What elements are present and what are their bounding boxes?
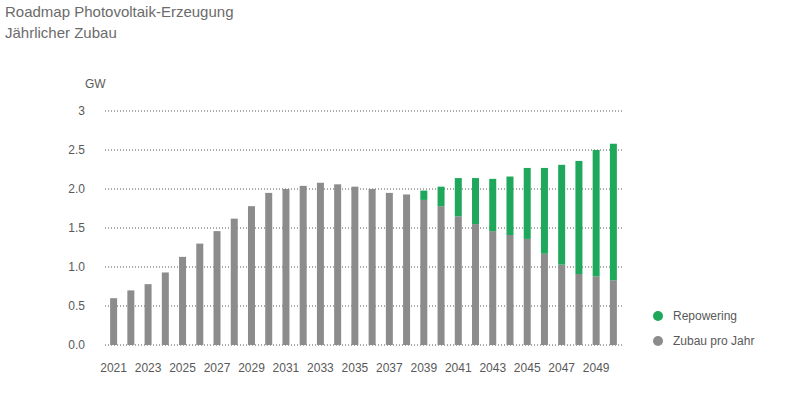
bar — [265, 192, 272, 193]
bar — [300, 186, 307, 345]
bar — [541, 254, 548, 345]
x-tick-label: 2023 — [135, 361, 162, 375]
bar — [162, 272, 169, 273]
bar — [455, 216, 462, 345]
bar — [351, 186, 358, 187]
y-tick-label: 3 — [78, 104, 85, 118]
y-axis-label: GW — [85, 77, 106, 91]
bar — [145, 284, 152, 345]
bar — [231, 218, 238, 219]
bar — [420, 191, 427, 200]
bar — [541, 168, 548, 254]
y-tick-label: 1.5 — [68, 221, 85, 235]
bar — [506, 177, 513, 236]
bar — [351, 187, 358, 345]
legend-marker — [653, 336, 663, 346]
title: Roadmap Photovoltaik-Erzeugung — [5, 3, 233, 20]
x-tick-label: 2037 — [376, 361, 403, 375]
bar — [145, 284, 152, 285]
bar — [282, 189, 289, 345]
x-tick-label: 2035 — [342, 361, 369, 375]
x-tick-label: 2047 — [548, 361, 575, 375]
x-tick-label: 2029 — [238, 361, 265, 375]
bar — [317, 182, 324, 183]
bar — [438, 187, 445, 207]
bar — [162, 272, 169, 345]
bar — [196, 244, 203, 345]
bar — [455, 178, 462, 216]
x-tick-label: 2039 — [410, 361, 437, 375]
bar — [524, 168, 531, 239]
bar — [472, 224, 479, 345]
bars — [110, 144, 617, 345]
x-tick-label: 2043 — [479, 361, 506, 375]
bar — [420, 200, 427, 345]
bar — [386, 193, 393, 345]
bar — [248, 206, 255, 345]
legend-marker — [653, 311, 663, 321]
bar — [282, 189, 289, 190]
bar — [403, 194, 410, 345]
x-tick-label: 2041 — [445, 361, 472, 375]
legend-label: Zubau pro Jahr — [673, 334, 754, 348]
y-tick-label: 1.0 — [68, 260, 85, 274]
bar — [334, 184, 341, 345]
bar — [110, 298, 117, 299]
bar — [110, 298, 117, 345]
x-tick-label: 2031 — [273, 361, 300, 375]
grid-line — [105, 111, 622, 112]
bar — [593, 276, 600, 345]
bar — [403, 194, 410, 195]
bar — [214, 231, 221, 232]
legend-label: Repowering — [673, 309, 737, 323]
y-tick-label: 2.0 — [68, 182, 85, 196]
x-tick-label: 2033 — [307, 361, 334, 375]
bar — [558, 165, 565, 265]
bar — [610, 280, 617, 345]
bar — [369, 189, 376, 190]
x-tick-label: 2025 — [169, 361, 196, 375]
bar — [127, 290, 134, 291]
bar — [196, 243, 203, 244]
subtitle: Jährlicher Zubau — [5, 24, 117, 41]
y-tick-label: 0.5 — [68, 299, 85, 313]
bar — [438, 206, 445, 345]
bar — [593, 150, 600, 276]
x-tick-label: 2045 — [514, 361, 541, 375]
x-tick-label: 2049 — [583, 361, 610, 375]
bar — [575, 274, 582, 345]
bar — [524, 239, 531, 345]
bar — [610, 144, 617, 281]
bar — [489, 231, 496, 345]
y-tick-label: 0.0 — [68, 338, 85, 352]
bar — [265, 193, 272, 345]
bar — [317, 183, 324, 345]
x-tick-label: 2027 — [204, 361, 231, 375]
bar — [489, 179, 496, 231]
bar — [334, 184, 341, 185]
bar — [575, 161, 582, 274]
grid-line — [105, 150, 622, 151]
bar — [386, 192, 393, 193]
bar — [248, 206, 255, 207]
bar — [231, 219, 238, 345]
bar — [179, 256, 186, 257]
bar — [300, 185, 307, 186]
bar — [214, 231, 221, 345]
bar — [179, 257, 186, 345]
bar — [472, 178, 479, 224]
y-tick-label: 2.5 — [68, 143, 85, 157]
bar — [558, 265, 565, 345]
x-tick-label: 2021 — [100, 361, 127, 375]
bar — [127, 290, 134, 345]
bar — [369, 189, 376, 345]
bar — [506, 235, 513, 345]
